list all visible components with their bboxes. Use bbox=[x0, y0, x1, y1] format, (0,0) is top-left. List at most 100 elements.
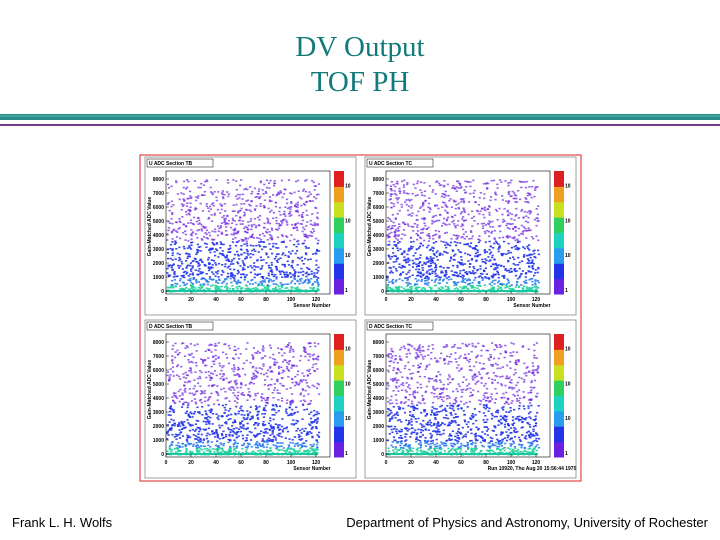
density-cell bbox=[447, 278, 450, 281]
density-cell bbox=[245, 284, 248, 286]
density-cell bbox=[487, 277, 490, 279]
density-cell bbox=[222, 379, 225, 381]
density-cell bbox=[453, 282, 456, 285]
density-cell bbox=[308, 423, 311, 425]
density-cell bbox=[227, 414, 230, 416]
density-cell bbox=[294, 376, 297, 378]
density-cell bbox=[429, 413, 433, 416]
density-cell bbox=[475, 259, 478, 262]
density-cell bbox=[199, 398, 202, 401]
density-cell bbox=[281, 263, 284, 266]
density-cell bbox=[429, 256, 432, 258]
density-cell bbox=[460, 280, 463, 283]
density-cell bbox=[281, 371, 284, 374]
density-cell bbox=[256, 392, 259, 395]
density-cell bbox=[461, 264, 464, 266]
density-cell bbox=[428, 423, 431, 426]
density-cell bbox=[278, 210, 281, 213]
density-cell bbox=[450, 270, 453, 272]
density-cell bbox=[488, 211, 491, 214]
density-cell bbox=[211, 279, 214, 281]
density-cell bbox=[268, 182, 271, 184]
density-cell bbox=[442, 409, 445, 411]
density-cell bbox=[304, 379, 308, 382]
density-cell bbox=[529, 253, 532, 256]
density-cell bbox=[315, 422, 318, 424]
density-cell bbox=[392, 406, 395, 408]
density-cell bbox=[218, 278, 221, 281]
density-cell bbox=[169, 264, 172, 266]
density-cell bbox=[186, 257, 189, 259]
density-cell bbox=[189, 425, 192, 427]
density-cell bbox=[185, 448, 188, 451]
title-box bbox=[146, 321, 214, 331]
density-cell bbox=[312, 253, 315, 255]
density-cell bbox=[420, 205, 423, 208]
color-scale bbox=[554, 278, 564, 295]
density-cell bbox=[175, 236, 179, 238]
density-cell bbox=[274, 423, 277, 425]
density-cell bbox=[298, 282, 301, 285]
density-cell bbox=[310, 273, 313, 275]
density-cell bbox=[294, 205, 297, 208]
density-cell bbox=[432, 221, 435, 223]
density-cell bbox=[266, 222, 269, 224]
density-cell bbox=[254, 446, 258, 449]
density-cell bbox=[254, 226, 257, 229]
density-cell bbox=[290, 223, 294, 226]
density-cell bbox=[388, 266, 391, 269]
density-cell bbox=[498, 245, 501, 247]
density-cell bbox=[262, 280, 265, 283]
density-cell bbox=[491, 288, 494, 291]
density-cell bbox=[512, 451, 515, 453]
density-cell bbox=[199, 272, 202, 275]
density-cell bbox=[387, 236, 390, 239]
density-cell bbox=[281, 384, 284, 387]
density-cell bbox=[258, 224, 261, 227]
density-cell bbox=[283, 188, 286, 190]
density-cell bbox=[247, 237, 250, 240]
density-cell bbox=[484, 276, 487, 278]
density-cell bbox=[166, 374, 169, 377]
density-cell bbox=[225, 415, 229, 417]
density-cell bbox=[399, 348, 402, 351]
density-cell bbox=[172, 399, 175, 402]
x-tick-label: 40 bbox=[213, 297, 219, 303]
density-cell bbox=[290, 234, 293, 236]
density-cell bbox=[487, 230, 490, 233]
density-cell bbox=[432, 189, 435, 191]
density-cell bbox=[235, 447, 238, 450]
density-cell bbox=[535, 288, 538, 290]
density-cell bbox=[437, 421, 440, 423]
density-cell bbox=[516, 241, 519, 244]
density-cell bbox=[390, 357, 393, 359]
density-cell bbox=[268, 196, 272, 198]
density-cell bbox=[304, 190, 307, 193]
density-cell bbox=[302, 270, 305, 273]
density-cell bbox=[387, 425, 390, 428]
density-cell bbox=[242, 262, 245, 264]
density-cell bbox=[262, 409, 265, 411]
x-tick-label: 0 bbox=[385, 297, 388, 303]
density-cell bbox=[414, 283, 417, 285]
density-cell bbox=[275, 216, 278, 219]
density-cell bbox=[496, 187, 499, 189]
density-cell bbox=[210, 441, 213, 443]
density-cell bbox=[400, 237, 403, 240]
density-cell bbox=[444, 251, 447, 254]
density-cell bbox=[410, 424, 413, 426]
density-cell bbox=[398, 209, 401, 212]
density-cell bbox=[524, 201, 527, 203]
density-cell bbox=[176, 193, 179, 195]
density-cell bbox=[238, 375, 241, 378]
density-cell bbox=[261, 277, 265, 280]
density-cell bbox=[532, 262, 535, 265]
density-cell bbox=[182, 376, 185, 379]
density-cell bbox=[236, 241, 239, 243]
density-cell bbox=[445, 246, 448, 249]
density-cell bbox=[271, 273, 274, 276]
density-cell bbox=[421, 244, 425, 247]
density-cell bbox=[401, 447, 404, 449]
density-cell bbox=[482, 213, 485, 216]
density-cell bbox=[190, 412, 193, 415]
